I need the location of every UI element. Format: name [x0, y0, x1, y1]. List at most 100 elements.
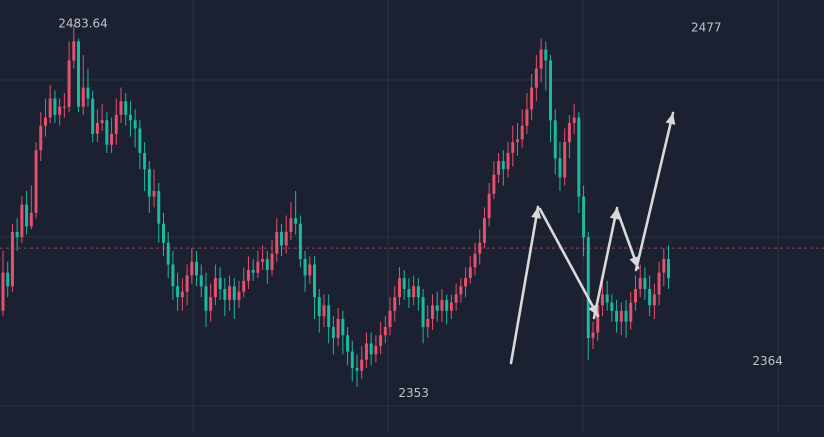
candle: [582, 185, 586, 257]
candle: [15, 218, 19, 251]
candle-body: [284, 231, 288, 246]
candle: [317, 288, 321, 333]
candle: [501, 150, 505, 186]
candle-body: [501, 161, 505, 170]
candle: [435, 291, 439, 322]
candle-body: [95, 123, 99, 134]
candle-body: [114, 114, 118, 134]
candle: [667, 245, 671, 289]
candle-body: [48, 98, 52, 118]
candle-body: [10, 231, 14, 287]
candle: [327, 294, 331, 344]
candle-body: [577, 117, 581, 197]
candle-body: [232, 286, 236, 300]
candle: [553, 109, 557, 175]
candle-body: [563, 142, 567, 178]
candle-body: [336, 318, 340, 338]
candle-body: [119, 101, 123, 115]
candle-body: [525, 109, 529, 126]
candle: [95, 109, 99, 143]
candle-body: [29, 212, 33, 227]
candle: [147, 161, 151, 213]
candle: [355, 354, 359, 387]
candles-group: [1, 25, 671, 387]
arrow-up-3-shaft: [634, 111, 675, 272]
candle-body: [440, 299, 444, 311]
candle-body: [468, 267, 472, 279]
candle-body: [346, 335, 350, 352]
candle: [558, 142, 562, 192]
candle-body: [20, 204, 24, 238]
candle-body: [388, 310, 392, 328]
candle-body: [648, 288, 652, 306]
candle: [440, 288, 444, 322]
candle-body: [407, 288, 411, 298]
candle: [473, 242, 477, 276]
candle: [133, 109, 137, 148]
candle-body: [435, 305, 439, 311]
candle-body: [582, 196, 586, 238]
candle-body: [544, 49, 548, 61]
candle: [176, 272, 180, 311]
candle: [313, 256, 317, 319]
candle: [223, 278, 227, 317]
candle-body: [586, 237, 590, 338]
candle-body: [558, 158, 562, 178]
candle-body: [6, 272, 10, 287]
candle-body: [289, 218, 293, 232]
candle: [1, 250, 5, 317]
candle: [58, 98, 62, 126]
candle: [190, 248, 194, 284]
candle-body: [662, 259, 666, 273]
candle-body: [331, 327, 335, 338]
candle: [128, 101, 132, 137]
candle: [633, 275, 637, 311]
candle-body: [506, 152, 510, 170]
candle-body: [369, 343, 373, 355]
candle-body: [600, 294, 604, 306]
candle: [81, 54, 85, 115]
candle: [275, 218, 279, 262]
candle-body: [237, 291, 241, 300]
candle: [228, 275, 232, 311]
candle: [468, 256, 472, 284]
candle: [237, 280, 241, 309]
candle: [563, 128, 567, 186]
candle: [110, 117, 114, 153]
arrow-up-1-head: [531, 207, 542, 219]
projection-arrows: [509, 111, 676, 365]
candle-body: [360, 359, 364, 371]
arrow-up-3-head: [665, 113, 676, 125]
candle-body: [350, 351, 354, 368]
candle: [416, 278, 420, 311]
candle: [652, 283, 656, 319]
candle-body: [265, 259, 269, 270]
candle-body: [25, 204, 29, 227]
candle: [25, 191, 29, 235]
candle: [242, 267, 246, 298]
candle-body: [374, 346, 378, 355]
candle-body: [327, 305, 331, 328]
candle: [482, 207, 486, 249]
candle: [478, 229, 482, 265]
candle-body: [596, 305, 600, 333]
candle: [161, 212, 165, 257]
candle-body: [43, 117, 47, 126]
candle-body: [204, 286, 208, 311]
candle-body: [482, 218, 486, 243]
candle: [294, 191, 298, 235]
candle: [643, 267, 647, 300]
candle: [39, 112, 43, 162]
candle-body: [62, 106, 66, 108]
candle: [152, 169, 156, 208]
candle: [459, 278, 463, 303]
candle-body: [143, 152, 147, 170]
candle-body: [298, 223, 302, 260]
candle: [515, 123, 519, 156]
candle-body: [34, 150, 38, 213]
candle: [393, 286, 397, 322]
candle-body: [313, 264, 317, 298]
candle: [72, 25, 76, 69]
